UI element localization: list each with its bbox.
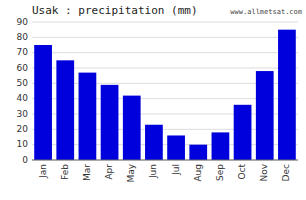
bar <box>167 135 185 160</box>
x-tick-label: Sep <box>215 164 225 181</box>
x-tick-label: Dec <box>281 164 291 181</box>
bar <box>145 125 163 160</box>
chart-container: Usak : precipitation (mm) www.allmetsat.c… <box>0 0 306 200</box>
x-tick-label: Nov <box>259 163 269 181</box>
page: {"chart_data": {"type": "bar", "title": … <box>0 0 306 200</box>
y-tick-label: 90 <box>17 17 29 27</box>
x-tick-label: Jun <box>148 164 158 179</box>
y-tick-label: 50 <box>17 78 29 88</box>
bars <box>34 30 296 160</box>
bar <box>234 105 252 160</box>
y-tick-label: 70 <box>17 47 29 57</box>
chart: Usak : precipitation (mm) www.allmetsat.c… <box>0 0 306 200</box>
annotation: www.allmetsat.com <box>230 8 302 16</box>
bar <box>189 145 207 160</box>
x-tick-label: Jan <box>38 164 48 179</box>
bar <box>79 73 97 160</box>
grid-line <box>32 37 298 38</box>
bar <box>101 85 119 160</box>
x-tick-label: Aug <box>193 164 203 182</box>
y-tick-label: 80 <box>17 32 29 42</box>
x-tick-label: May <box>126 163 136 182</box>
grid-line <box>32 22 298 23</box>
y-tick-label: 40 <box>17 93 29 103</box>
y-tick-label: 60 <box>17 63 29 73</box>
bar <box>256 71 274 160</box>
grid-line <box>32 52 298 53</box>
grid-line <box>32 160 298 161</box>
x-tick-label: Apr <box>104 164 114 180</box>
bar <box>278 30 296 160</box>
bar <box>212 132 230 160</box>
y-tick-label: 10 <box>17 139 29 149</box>
x-tick-label: Mar <box>82 164 92 181</box>
title: Usak : precipitation (mm) <box>32 4 198 17</box>
bar <box>56 60 74 160</box>
y-tick-label: 0 <box>22 155 28 165</box>
x-tick-label: Jul <box>171 164 181 176</box>
y-grid <box>32 22 298 160</box>
x-tick-label: Oct <box>237 164 247 180</box>
x-axis-line <box>32 160 298 161</box>
x-tick-label: Feb <box>60 164 70 180</box>
bar <box>123 96 141 160</box>
y-tick-label: 30 <box>17 109 29 119</box>
bar <box>34 45 52 160</box>
y-tick-label: 20 <box>17 124 29 134</box>
